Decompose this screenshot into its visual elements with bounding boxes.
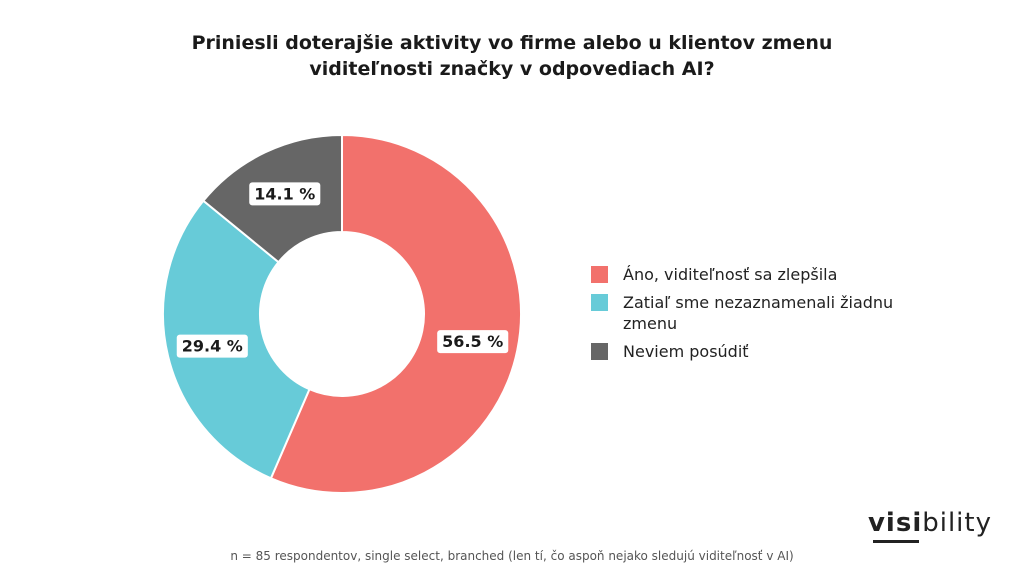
donut-slice-improved [269,133,522,494]
legend-item-no-change: Zatiaľ sme nezaznamenali žiadnu zmenu [591,292,921,334]
data-label-no-change: 29.4 % [176,334,248,358]
chart-legend: Áno, viditeľnosť sa zlepšila Zatiaľ sme … [591,264,921,369]
legend-label-no-change: Zatiaľ sme nezaznamenali žiadnu zmenu [623,293,894,333]
footnote: n = 85 respondentov, single select, bran… [230,549,794,563]
chart-title-line-1: Priniesli doterajšie aktivity vo firme a… [191,32,833,54]
data-label-dont-know: 14.1 % [249,182,321,206]
chart-title-line-2: viditeľnosti značky v odpovediach AI? [309,58,715,80]
logo-bold-part: visi [867,508,923,538]
data-label-box-improved [437,330,509,354]
logo-underline [873,540,919,543]
legend-swatch-no-change [591,294,608,311]
legend-swatch-improved [591,266,608,283]
legend-item-improved: Áno, viditeľnosť sa zlepšila [591,264,921,285]
chart-title: Priniesli doterajšie aktivity vo firme a… [0,30,1024,82]
data-label-box-dont-know [249,182,321,206]
data-label-text-improved: 56.5 % [442,332,503,351]
data-label-text-no-change: 29.4 % [182,337,243,356]
legend-label-dont-know: Neviem posúdiť [623,342,749,361]
data-label-text-dont-know: 14.1 % [254,184,315,203]
legend-item-dont-know: Neviem posúdiť [591,341,921,362]
visibility-logo: visibility [868,508,992,538]
legend-swatch-dont-know [591,343,608,360]
legend-label-improved: Áno, viditeľnosť sa zlepšila [623,265,838,284]
data-label-improved: 56.5 % [437,330,509,354]
data-label-box-no-change [176,334,248,358]
logo-rest-part: bility [922,508,992,538]
